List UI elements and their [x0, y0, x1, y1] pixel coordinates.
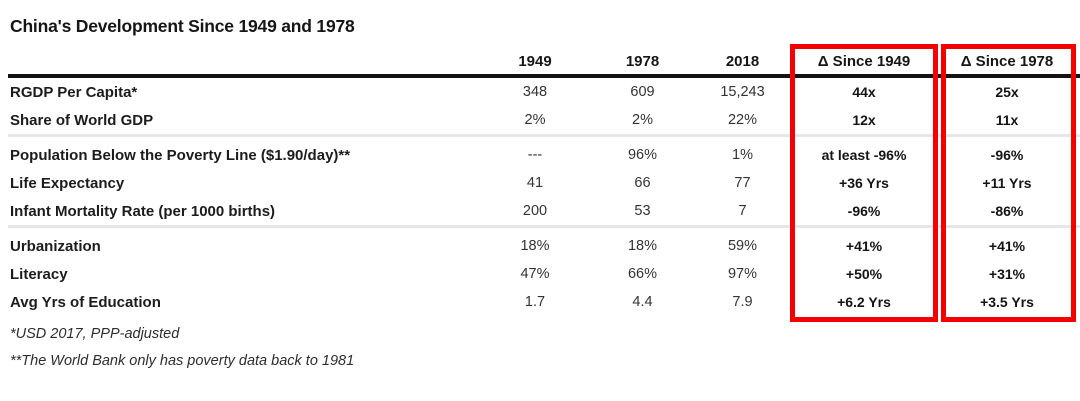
table-row-life-expectancy: Life Expectancy 41 66 77 +36 Yrs +11 Yrs	[8, 169, 1080, 197]
delta-since-1978: +11 Yrs	[982, 175, 1032, 191]
value-1978: 2%	[632, 112, 653, 128]
table-row-rgdp: RGDP Per Capita* 348 609 15,243 44x 25x	[8, 78, 1080, 106]
value-2018: 77	[734, 175, 751, 191]
value-1949: 348	[522, 84, 548, 100]
value-1978: 609	[630, 84, 655, 100]
row-group-education: Urbanization 18% 18% 59% +41% +41% Liter…	[8, 232, 1080, 316]
value-2018: 7.9	[732, 294, 753, 310]
delta-since-1978: -96%	[990, 147, 1024, 163]
row-label: RGDP Per Capita*	[10, 83, 138, 101]
column-header-1978: 1978	[625, 52, 660, 70]
value-2018: 59%	[727, 238, 758, 254]
value-1949: 41	[526, 175, 544, 191]
row-group-economy: RGDP Per Capita* 348 609 15,243 44x 25x …	[8, 78, 1080, 134]
value-1978: 96%	[627, 147, 658, 163]
figure-title: China's Development Since 1949 and 1978	[10, 16, 355, 36]
footnote-usd-ppp: *USD 2017, PPP-adjusted	[10, 326, 180, 342]
delta-since-1978: 11x	[995, 112, 1019, 128]
value-1978: 53	[634, 203, 651, 219]
table-row-infant-mortality: Infant Mortality Rate (per 1000 births) …	[8, 197, 1080, 225]
value-1949: 18%	[520, 238, 550, 254]
delta-since-1949: +6.2 Yrs	[837, 294, 891, 310]
value-1978: 66	[634, 175, 651, 191]
delta-since-1978: 25x	[995, 84, 1019, 100]
delta-since-1949: -96%	[847, 203, 881, 219]
delta-since-1978: +41%	[988, 238, 1026, 254]
table-row-literacy: Literacy 47% 66% 97% +50% +31%	[8, 260, 1080, 288]
value-2018: 15,243	[720, 84, 765, 100]
value-1949: ---	[527, 147, 543, 163]
value-2018: 97%	[727, 266, 758, 282]
delta-since-1949: +36 Yrs	[839, 175, 889, 191]
value-1978: 66%	[627, 266, 658, 282]
group-separator	[8, 134, 1080, 141]
column-header-delta-1949: Δ Since 1949	[817, 52, 911, 70]
delta-since-1978: +31%	[988, 266, 1026, 282]
value-1949: 2%	[524, 112, 546, 128]
delta-since-1949: +41%	[845, 238, 883, 254]
value-1949: 1.7	[524, 294, 546, 310]
delta-since-1978: +3.5 Yrs	[980, 294, 1034, 310]
value-1949: 200	[522, 203, 548, 219]
table-header-row: 1949 1978 2018 Δ Since 1949 Δ Since 1978	[8, 48, 1080, 78]
delta-since-1978: -86%	[990, 203, 1024, 219]
value-1978: 18%	[627, 238, 658, 254]
row-label: Urbanization	[10, 237, 101, 255]
row-label: Literacy	[10, 265, 68, 283]
footnotes: *USD 2017, PPP-adjusted **The World Bank…	[8, 324, 1080, 372]
delta-since-1949: 12x	[852, 112, 876, 128]
delta-since-1949: at least -96%	[821, 147, 907, 163]
column-header-2018: 2018	[725, 52, 760, 70]
value-2018: 22%	[727, 112, 758, 128]
value-2018: 1%	[732, 147, 753, 163]
table-row-avg-education: Avg Yrs of Education 1.7 4.4 7.9 +6.2 Yr…	[8, 288, 1080, 316]
row-label: Avg Yrs of Education	[10, 293, 161, 311]
group-separator	[8, 225, 1080, 232]
value-2018: 7	[738, 203, 747, 219]
row-label: Share of World GDP	[10, 111, 154, 129]
value-1949: 47%	[520, 266, 550, 282]
footnote-world-bank: **The World Bank only has poverty data b…	[10, 353, 355, 369]
delta-since-1949: +50%	[845, 266, 883, 282]
row-label: Infant Mortality Rate (per 1000 births)	[10, 202, 276, 220]
table-row-world-gdp-share: Share of World GDP 2% 2% 22% 12x 11x	[8, 106, 1080, 134]
delta-since-1949: 44x	[852, 84, 876, 100]
table-row-urbanization: Urbanization 18% 18% 59% +41% +41%	[8, 232, 1080, 260]
column-header-1949: 1949	[518, 52, 552, 70]
data-table: 1949 1978 2018 Δ Since 1949 Δ Since 1978…	[8, 48, 1080, 316]
row-label: Life Expectancy	[10, 174, 125, 192]
column-header-delta-1978: Δ Since 1978	[960, 52, 1054, 70]
value-1978: 4.4	[632, 294, 653, 310]
row-group-health: Population Below the Poverty Line ($1.90…	[8, 141, 1080, 225]
table-row-poverty: Population Below the Poverty Line ($1.90…	[8, 141, 1080, 169]
row-label: Population Below the Poverty Line ($1.90…	[10, 146, 351, 164]
